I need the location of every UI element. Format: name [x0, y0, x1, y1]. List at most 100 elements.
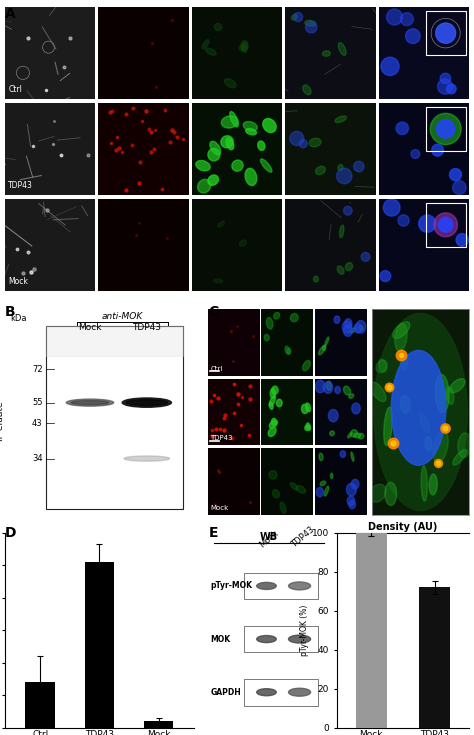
Ellipse shape: [264, 334, 269, 341]
Point: [50, 115, 58, 126]
Circle shape: [447, 84, 456, 94]
Ellipse shape: [350, 430, 357, 437]
Point: [207, 395, 214, 407]
Ellipse shape: [324, 487, 328, 496]
Ellipse shape: [273, 490, 279, 498]
Ellipse shape: [270, 389, 275, 398]
Circle shape: [299, 140, 307, 148]
Ellipse shape: [302, 360, 310, 371]
Text: TDP43: TDP43: [132, 323, 161, 331]
Ellipse shape: [306, 403, 310, 412]
Ellipse shape: [257, 636, 276, 642]
Point: [211, 498, 219, 510]
Ellipse shape: [335, 116, 346, 123]
Title: DAPI: DAPI: [414, 0, 434, 7]
Text: 55: 55: [32, 398, 43, 407]
Ellipse shape: [401, 395, 410, 413]
Point: [129, 102, 137, 114]
Ellipse shape: [226, 138, 234, 150]
Ellipse shape: [257, 582, 276, 589]
Ellipse shape: [453, 449, 467, 465]
Point: [133, 229, 140, 240]
Point: [42, 84, 49, 96]
Point: [390, 437, 397, 448]
Ellipse shape: [338, 43, 346, 55]
Circle shape: [335, 387, 340, 394]
Ellipse shape: [269, 402, 273, 409]
Ellipse shape: [239, 45, 246, 51]
Ellipse shape: [393, 322, 410, 339]
Text: 43: 43: [32, 419, 43, 428]
Circle shape: [315, 380, 325, 392]
Point: [57, 149, 64, 161]
Point: [108, 137, 115, 148]
Bar: [419, 587, 450, 728]
Point: [209, 430, 216, 442]
Point: [212, 423, 220, 435]
Ellipse shape: [214, 24, 222, 31]
Point: [215, 466, 223, 478]
Ellipse shape: [242, 42, 247, 53]
Ellipse shape: [344, 386, 351, 395]
Point: [221, 409, 228, 420]
Circle shape: [337, 168, 352, 184]
Point: [148, 37, 156, 49]
Ellipse shape: [346, 262, 353, 270]
Ellipse shape: [208, 148, 220, 161]
Circle shape: [354, 161, 364, 172]
Ellipse shape: [291, 314, 298, 322]
Title: Merge: Merge: [317, 0, 344, 7]
Ellipse shape: [351, 452, 354, 462]
Ellipse shape: [337, 266, 344, 274]
Ellipse shape: [429, 474, 437, 495]
Ellipse shape: [350, 327, 356, 333]
Circle shape: [392, 351, 446, 465]
Point: [234, 398, 242, 410]
Ellipse shape: [370, 382, 386, 401]
Text: IP eluate: IP eluate: [0, 401, 6, 441]
Ellipse shape: [376, 360, 387, 373]
Point: [179, 133, 186, 145]
Point: [434, 457, 442, 469]
Ellipse shape: [450, 379, 465, 392]
Text: D: D: [5, 526, 16, 539]
Ellipse shape: [446, 387, 454, 404]
Ellipse shape: [292, 14, 297, 20]
Ellipse shape: [458, 433, 471, 458]
Point: [123, 109, 130, 121]
Ellipse shape: [232, 160, 243, 171]
Ellipse shape: [320, 481, 326, 486]
Ellipse shape: [378, 359, 387, 372]
Ellipse shape: [198, 179, 211, 193]
Point: [441, 423, 449, 434]
Ellipse shape: [241, 40, 248, 51]
Ellipse shape: [354, 433, 361, 438]
Point: [397, 348, 405, 360]
Point: [215, 392, 222, 404]
Title: Merge: Merge: [327, 301, 355, 309]
Ellipse shape: [309, 138, 321, 147]
Title: His-tag: His-tag: [128, 0, 158, 7]
Ellipse shape: [213, 279, 223, 283]
Point: [229, 356, 237, 368]
Text: Mock: Mock: [210, 504, 228, 511]
Point: [137, 156, 144, 168]
Point: [245, 429, 253, 441]
Point: [49, 138, 57, 150]
Ellipse shape: [419, 412, 430, 432]
Point: [246, 393, 254, 405]
Ellipse shape: [301, 404, 308, 414]
Ellipse shape: [266, 318, 273, 329]
Circle shape: [328, 409, 338, 422]
Bar: [426, 11, 465, 55]
Text: A: A: [5, 7, 16, 21]
Point: [385, 381, 393, 393]
Circle shape: [440, 74, 451, 84]
Circle shape: [411, 149, 419, 159]
Ellipse shape: [435, 374, 449, 412]
Text: GAPDH: GAPDH: [210, 688, 241, 697]
Point: [233, 320, 240, 331]
Point: [228, 432, 236, 444]
Ellipse shape: [319, 346, 325, 355]
Point: [145, 123, 153, 135]
